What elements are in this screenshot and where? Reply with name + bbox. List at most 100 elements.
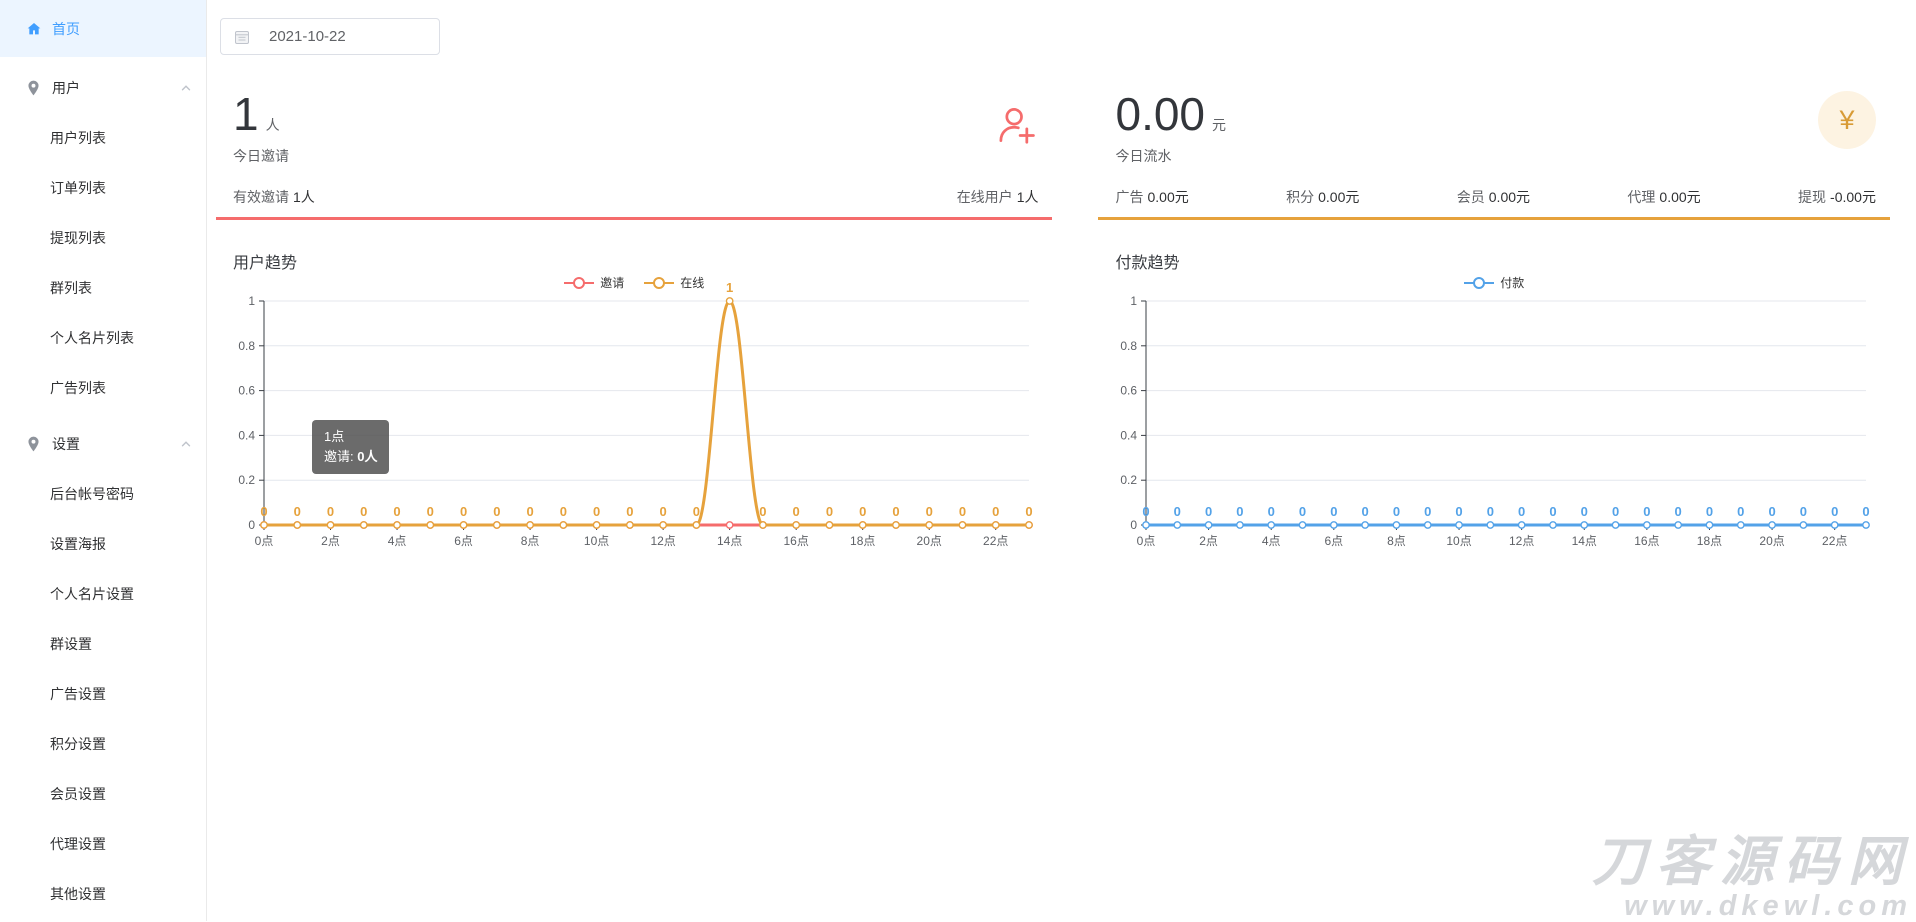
legend: 邀请 在线 — [216, 274, 1052, 291]
sidebar-item-16[interactable]: 代理设置 — [0, 819, 206, 869]
date-value: 2021-10-22 — [269, 28, 346, 45]
main-content: 2021-10-22 1 人今日邀请 有效邀请 1人 在线用户 1人 0.00 元今日流水 ¥ 广… — [208, 0, 1916, 921]
svg-text:0: 0 — [1738, 504, 1745, 519]
sidebar-item-2[interactable]: 用户列表 — [0, 113, 206, 163]
svg-text:0: 0 — [1299, 504, 1306, 519]
svg-text:4点: 4点 — [1262, 534, 1281, 548]
sidebar-item-1[interactable]: 用户 — [0, 63, 206, 113]
chevron-up-icon — [180, 438, 192, 450]
card-footer: 广告 0.00元 积分 0.00元 会员 0.00元 代理 0.00元 提现 -0.00元 — [1115, 187, 1876, 207]
legend-item-1[interactable]: 在线 — [644, 274, 704, 291]
sidebar-item-label: 个人名片设置 — [50, 586, 134, 602]
sidebar-item-13[interactable]: 广告设置 — [0, 669, 206, 719]
revenue-stat-card: 0.00 元今日流水 ¥ 广告 0.00元 积分 0.00元 会员 0.00元 代理 0.00元 提现… — [1098, 71, 1890, 220]
sidebar-item-0[interactable]: 首页 — [0, 0, 206, 57]
sidebar-item-17[interactable]: 其他设置 — [0, 869, 206, 919]
svg-text:14点: 14点 — [1572, 534, 1597, 548]
sidebar-item-label: 个人名片列表 — [50, 330, 134, 346]
svg-text:0: 0 — [1800, 504, 1807, 519]
chart-title: 用户趋势 — [233, 255, 298, 272]
svg-text:20点: 20点 — [1760, 534, 1785, 548]
svg-text:16点: 16点 — [783, 534, 808, 548]
svg-text:0: 0 — [626, 504, 633, 519]
svg-text:2点: 2点 — [1200, 534, 1219, 548]
sidebar-item-label: 广告列表 — [50, 380, 106, 396]
svg-text:0: 0 — [1362, 504, 1369, 519]
svg-text:18点: 18点 — [1697, 534, 1722, 548]
sidebar-item-8[interactable]: 设置 — [0, 419, 206, 469]
sidebar-item-10[interactable]: 设置海报 — [0, 519, 206, 569]
svg-text:0: 0 — [1393, 504, 1400, 519]
sidebar-item-label: 代理设置 — [50, 836, 106, 852]
svg-text:10点: 10点 — [1447, 534, 1472, 548]
svg-text:0: 0 — [826, 504, 833, 519]
legend-item-0[interactable]: 付款 — [1464, 274, 1524, 291]
card-footer-item: 会员 0.00元 — [1456, 189, 1531, 205]
svg-text:1: 1 — [248, 294, 255, 308]
user-trend-chart: 用户趋势 邀请 在线 0 0.2 0.4 0.6 0.8 1 0点 2点 4点 6点 8点 10点 12点… — [216, 244, 1052, 579]
svg-text:0: 0 — [1550, 504, 1557, 519]
legend-marker-icon — [644, 276, 675, 289]
date-picker[interactable]: 2021-10-22 — [220, 18, 440, 55]
svg-text:0: 0 — [1519, 504, 1526, 519]
svg-text:0: 0 — [1268, 504, 1275, 519]
sidebar-item-3[interactable]: 订单列表 — [0, 163, 206, 213]
svg-text:0: 0 — [1331, 504, 1338, 519]
svg-text:0: 0 — [1025, 504, 1032, 519]
sidebar-item-14[interactable]: 积分设置 — [0, 719, 206, 769]
svg-text:0: 0 — [959, 504, 966, 519]
sidebar-item-9[interactable]: 后台帐号密码 — [0, 469, 206, 519]
sidebar-item-15[interactable]: 会员设置 — [0, 769, 206, 819]
user-stat-card: 1 人今日邀请有效邀请 1人 在线用户 1人 — [216, 71, 1053, 220]
sidebar: 首页用户 用户列表订单列表提现列表 群列表个人名片列表 广告列表设置 后台帐号密码 设置海… — [0, 0, 207, 921]
sidebar-item-6[interactable]: 个人名片列表 — [0, 313, 206, 363]
svg-text:0: 0 — [1237, 504, 1244, 519]
svg-text:0: 0 — [859, 504, 866, 519]
card-footer-item: 积分 0.00元 — [1286, 189, 1360, 205]
charts-row: 用户趋势 邀请 在线 0 0.2 0.4 0.6 0.8 1 0点 2点 4点 6点 8点 10点 12点… — [216, 244, 1890, 579]
sidebar-item-4[interactable]: 提现列表 — [0, 213, 206, 263]
svg-text:0: 0 — [892, 504, 899, 519]
svg-text:0: 0 — [493, 504, 500, 519]
card-caption: 今日流水 — [1115, 148, 1172, 164]
svg-text:0: 0 — [1581, 504, 1588, 519]
svg-text:0.2: 0.2 — [1121, 473, 1138, 487]
svg-text:0: 0 — [294, 504, 301, 519]
svg-text:0: 0 — [1832, 504, 1839, 519]
location-pin-icon — [25, 436, 42, 453]
svg-text:6点: 6点 — [1325, 534, 1344, 548]
legend-marker-icon — [564, 276, 595, 289]
svg-text:0: 0 — [1174, 504, 1181, 519]
sidebar-item-11[interactable]: 个人名片设置 — [0, 569, 206, 619]
svg-text:8点: 8点 — [1388, 534, 1407, 548]
svg-text:0: 0 — [248, 518, 255, 532]
sidebar-item-label: 订单列表 — [50, 180, 106, 196]
svg-text:0.4: 0.4 — [1121, 428, 1138, 442]
card-value: 1 — [233, 88, 259, 140]
svg-text:16点: 16点 — [1635, 534, 1660, 548]
sidebar-item-12[interactable]: 群设置 — [0, 619, 206, 669]
svg-text:0: 0 — [1612, 504, 1619, 519]
sidebar-item-5[interactable]: 群列表 — [0, 263, 206, 313]
card-caption: 今日邀请 — [233, 148, 289, 164]
card-footer: 有效邀请 1人 在线用户 1人 — [233, 187, 1038, 207]
sidebar-item-7[interactable]: 广告列表 — [0, 363, 206, 413]
location-pin-icon — [25, 80, 42, 97]
svg-text:0点: 0点 — [255, 534, 274, 548]
legend-item-0[interactable]: 邀请 — [564, 274, 624, 291]
svg-text:0: 0 — [360, 504, 367, 519]
svg-text:0.8: 0.8 — [238, 339, 255, 353]
calendar-icon — [233, 28, 250, 45]
svg-text:0: 0 — [1644, 504, 1651, 519]
sidebar-item-label: 其他设置 — [50, 886, 106, 902]
card-footer-item: 有效邀请 1人 — [233, 189, 315, 205]
svg-text:0: 0 — [526, 504, 533, 519]
card-footer-item: 提现 -0.00元 — [1798, 189, 1876, 205]
card-unit: 人 — [265, 117, 280, 133]
svg-text:18点: 18点 — [850, 534, 875, 548]
svg-text:0: 0 — [759, 504, 766, 519]
svg-text:0.4: 0.4 — [238, 428, 255, 442]
payment-trend-chart: 付款趋势 付款 0 0.2 0.4 0.6 0.8 1 0点 2点 4点 6点 8点 10点 12点 14… — [1098, 244, 1890, 579]
